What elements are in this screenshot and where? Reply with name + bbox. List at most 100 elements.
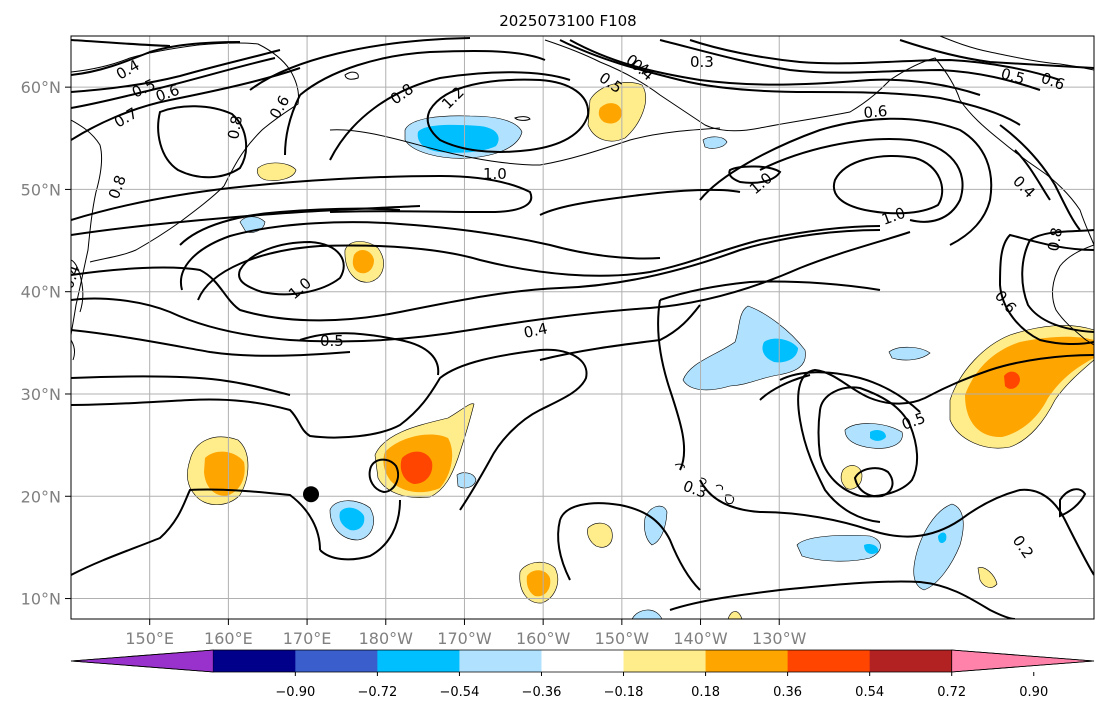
contour-line [699,117,993,246]
coastline-siberia [71,119,103,336]
contour-line [569,39,981,96]
contour-label: 1.0 [483,165,507,183]
contour-line [832,155,944,215]
colorbar-tick-label: −0.18 [604,685,644,700]
contour-line [659,39,1041,91]
negative-anomaly-area [682,305,806,391]
negative-anomaly-area [888,346,931,361]
shaded-anomaly-areas [187,81,1094,619]
negative-anomaly-area [417,124,499,153]
contour-line [368,458,400,494]
longitude-tick-label: 150°E [125,629,174,648]
negative-anomaly-area [870,429,886,441]
colorbar-outline [70,649,1095,673]
contour-line [817,386,918,498]
contour-line [998,233,1094,346]
colorbar-segment [295,650,378,672]
graticule [71,36,1094,619]
colorbar-segment [459,650,542,672]
contour-line [728,165,782,184]
contour-label: 0.6 [863,102,888,122]
contour-line [197,225,881,301]
contour-line [329,71,571,161]
contour-line [299,332,440,376]
contour-line [699,479,1094,576]
contour-line [71,231,911,343]
longitude-tick-labels: 150°E 160°E 170°E 180°W 170°W 160°W 150°W 140°W… [125,619,807,648]
positive-anomaly-area [352,249,374,274]
latitude-tick-label: 30°N [21,385,61,404]
colorbar-tick-label: 0.72 [937,685,966,700]
positive-anomaly-area [256,162,297,181]
colorbar-segment [623,650,707,672]
latitude-tick-label: 40°N [21,283,61,302]
contour-label: 0.3 [690,53,714,71]
longitude-tick-label: 170°W [437,629,492,648]
coastline-aleutians [329,127,721,166]
contour-line [657,299,686,471]
colorbar-segment [213,650,296,672]
colorbar-tick-label: −0.90 [275,685,315,700]
positive-anomaly-area [965,336,1094,438]
longitude-tick-label: 180°W [359,629,414,648]
contour-line [71,329,351,357]
contour-line [71,488,321,576]
positive-anomaly-area [587,522,613,548]
contour-line [659,280,881,301]
colorbar-extend-high [951,649,1095,673]
contour-label: 0.8 [1044,226,1066,253]
contour-line [1059,488,1087,518]
coastline-alaska-west [544,39,761,132]
contour-line [1014,149,1051,201]
contour-line [157,105,248,179]
colorbar-tick-label: −0.72 [357,685,397,700]
coastline-kuril-islands [89,185,225,263]
contour-line [179,207,401,246]
contour-line [71,229,881,322]
contour-line [759,138,964,223]
map-frame [70,35,1095,620]
colorbar-tick-label: 0.18 [691,685,720,700]
contour-line [71,57,276,109]
longitude-tick-label: 150°W [595,629,650,648]
negative-anomaly-area [864,543,879,554]
colorbar-tick-label: 0.54 [855,685,884,700]
colorbar-tick-label: 0.90 [1019,685,1048,700]
contour-lines [71,37,1094,619]
contour-line [797,354,1094,523]
contour-line [284,49,546,156]
coastlines [71,36,1094,505]
contour-line [557,519,571,581]
colorbar-extend-low [70,649,214,673]
latitude-tick-label: 60°N [21,78,61,97]
contour-line [1021,229,1094,333]
colorbar-tick-label: −0.54 [440,685,480,700]
contour-line [238,240,345,296]
longitude-tick-label: 170°E [283,629,332,648]
colorbar-tick-label: −0.36 [522,685,562,700]
contour-line [669,580,1016,619]
contour-line [779,371,921,413]
contour-line [426,78,590,153]
map-panel: 0.4 0.5 0.6 0.7 0.8 0.6 0.8 0.8 1.2 1.0 … [71,36,1094,619]
negative-anomaly-area [796,534,881,562]
contour-label: 0.5 [999,64,1027,88]
negative-anomaly-area [339,507,365,531]
colorbar-segment [869,650,953,672]
contour-line [899,39,1094,69]
colorbar-tick-labels: −0.90 −0.72 −0.54 −0.36 −0.18 0.18 0.36 0.54 0.7… [275,672,1048,700]
positive-anomaly-area [526,570,551,597]
contour-label: 0.8 [224,114,246,141]
contour-line [539,188,741,216]
contour-label: 0.4 [522,319,549,342]
contour-line [71,375,291,396]
negative-anomaly-area [762,338,798,363]
contour-line [71,41,241,76]
storm-center-marker [303,486,320,503]
negative-anomaly-area [456,472,477,489]
longitude-tick-label: 140°W [673,629,728,648]
map-title: 2025073100 F108 [499,12,636,30]
colorbar-segment [705,650,789,672]
positive-anomaly-area [400,451,433,484]
